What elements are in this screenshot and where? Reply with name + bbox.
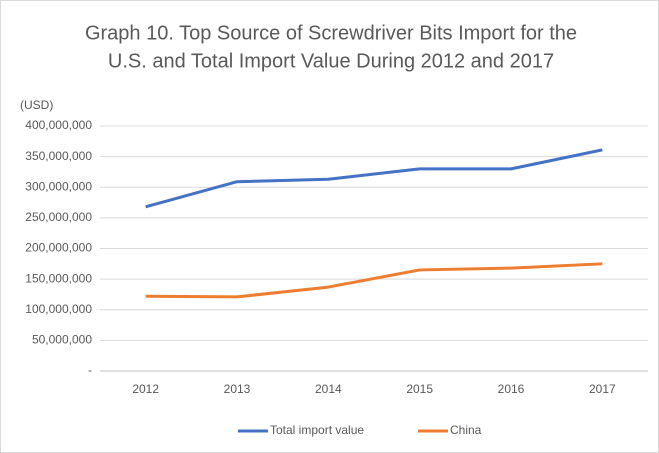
x-tick-label: 2015: [406, 382, 433, 396]
legend-label: China: [450, 423, 482, 437]
y-tick-label: -: [88, 363, 92, 377]
x-tick-label: 2013: [224, 382, 251, 396]
chart-title: Graph 10. Top Source of Screwdriver Bits…: [85, 22, 577, 44]
y-tick-label: 400,000,000: [25, 118, 92, 132]
x-tick-label: 2014: [315, 382, 342, 396]
series-line: [145, 262, 603, 299]
y-tick-label: 300,000,000: [25, 179, 92, 193]
y-tick-label: 200,000,000: [25, 241, 92, 255]
y-tick-label: 150,000,000: [25, 271, 92, 285]
x-tick-label: 2012: [132, 382, 159, 396]
x-tick-label: 2016: [498, 382, 525, 396]
y-tick-label: 250,000,000: [25, 210, 92, 224]
x-tick-label: 2017: [589, 382, 616, 396]
y-tick-label: 50,000,000: [32, 333, 92, 347]
legend-label: Total import value: [270, 423, 364, 437]
y-tick-label: 100,000,000: [25, 302, 92, 316]
y-axis-label: (USD): [20, 98, 53, 112]
chart-title: U.S. and Total Import Value During 2012 …: [108, 50, 554, 72]
y-tick-label: 350,000,000: [25, 149, 92, 163]
series-line: [145, 148, 603, 209]
